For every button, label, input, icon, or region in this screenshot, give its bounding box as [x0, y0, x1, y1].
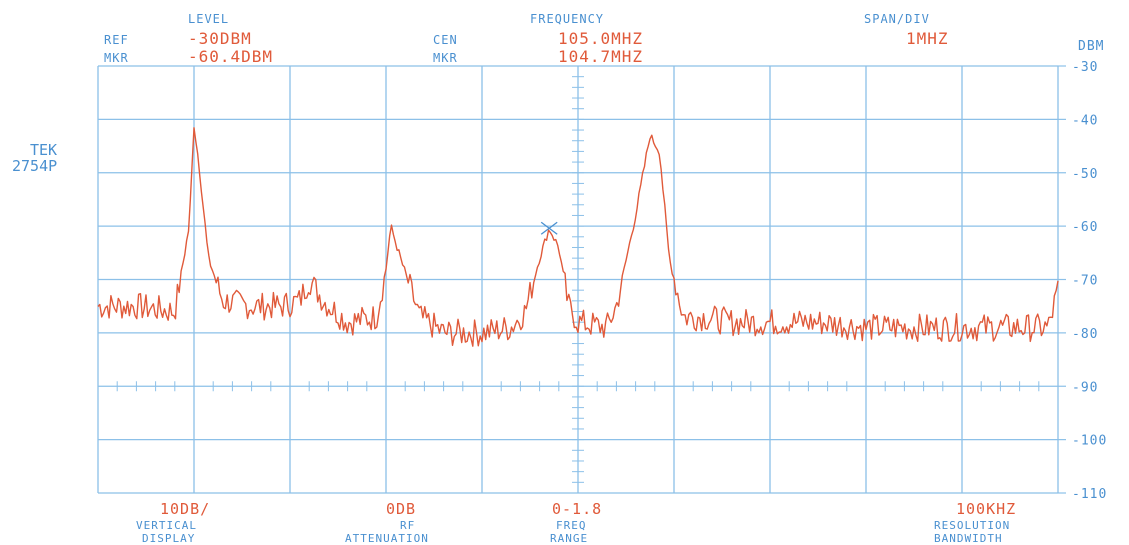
y-tick-label: -40 — [1072, 113, 1098, 128]
span-div-value: 1MHZ — [906, 29, 949, 48]
resolution-bandwidth-value: 100KHZ — [956, 500, 1016, 518]
freq-range-caption1: FREQ — [556, 519, 587, 532]
instrument-model-line1: TEK — [30, 141, 57, 159]
span-div-label: SPAN/DIV — [864, 12, 930, 26]
vertical-display-value: 10DB/ — [160, 500, 210, 518]
trace-layer — [97, 127, 1059, 347]
marker-level-value: -60.4DBM — [188, 47, 273, 66]
y-tick-label: -50 — [1072, 167, 1098, 182]
y-tick-label: -60 — [1072, 220, 1098, 235]
ref-level-value: -30DBM — [188, 29, 252, 48]
graticule — [97, 65, 1066, 494]
y-tick-label: -80 — [1072, 327, 1098, 342]
ref-label: REF — [104, 33, 129, 47]
marker-x-stroke — [540, 221, 558, 235]
rf-attenuation-value: 0DB — [386, 500, 416, 518]
marker-layer — [540, 221, 558, 235]
spectrum-trace — [97, 127, 1059, 347]
mkr-freq-label: MKR — [433, 51, 458, 65]
marker-frequency-value: 104.7MHZ — [558, 47, 643, 66]
y-axis-unit-label: DBM — [1078, 39, 1104, 54]
vertical-display-caption2: DISPLAY — [142, 532, 195, 545]
y-tick-label: -70 — [1072, 274, 1098, 289]
vertical-display-caption1: VERTICAL — [136, 519, 197, 532]
center-frequency-value: 105.0MHZ — [558, 29, 643, 48]
y-tick-label: -100 — [1072, 434, 1107, 449]
mkr-label: MKR — [104, 51, 129, 65]
y-tick-labels: -30 -40 -50 -60 -70 -80 -90 -100 -110 — [1072, 60, 1107, 502]
y-tick-label: -90 — [1072, 380, 1098, 395]
y-tick-label: -110 — [1072, 487, 1107, 502]
y-tick-label: -30 — [1072, 60, 1098, 75]
cen-label: CEN — [433, 33, 458, 47]
instrument-model-line2: 2754P — [12, 157, 57, 175]
rf-attenuation-caption1: RF — [400, 519, 415, 532]
freq-range-caption2: RANGE — [550, 532, 588, 545]
resolution-bandwidth-caption1: RESOLUTION — [934, 519, 1010, 532]
freq-range-value: 0-1.8 — [552, 500, 602, 518]
frequency-label: FREQUENCY — [530, 12, 604, 26]
resolution-bandwidth-caption2: BANDWIDTH — [934, 532, 1003, 545]
level-label: LEVEL — [188, 12, 229, 26]
rf-attenuation-caption2: ATTENUATION — [345, 532, 429, 545]
